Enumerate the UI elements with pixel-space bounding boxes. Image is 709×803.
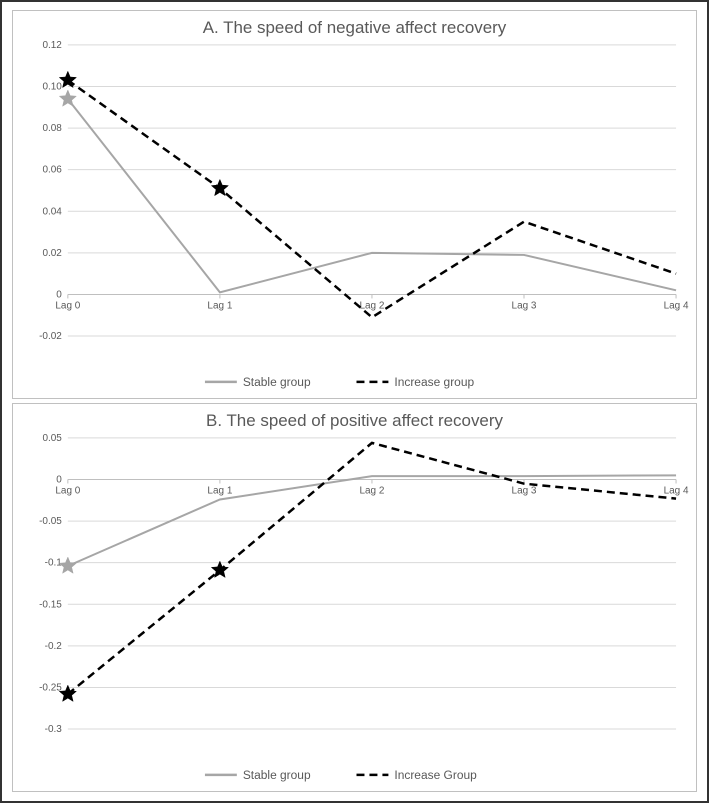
y-tick-label: 0.08 (42, 123, 62, 134)
chart-a-svg: A. The speed of negative affect recovery… (13, 11, 696, 398)
series-line (68, 80, 676, 317)
y-tick-label: 0 (56, 474, 62, 485)
y-tick-label: 0.04 (42, 206, 62, 217)
x-tick-label: Lag 3 (512, 485, 537, 496)
y-tick-label: 0.12 (42, 40, 62, 51)
legend-label: Stable group (243, 768, 311, 782)
star-marker (211, 179, 228, 195)
chart-b-svg: B. The speed of positive affect recovery… (13, 404, 696, 791)
y-tick-label: -0.2 (45, 641, 63, 652)
y-tick-label: 0.05 (42, 433, 62, 444)
x-tick-label: Lag 1 (207, 300, 232, 311)
x-tick-label: Lag 0 (55, 485, 80, 496)
y-tick-label: 0.06 (42, 165, 62, 176)
legend-label: Increase group (394, 375, 474, 389)
chart-title: A. The speed of negative affect recovery (203, 18, 507, 37)
y-tick-label: -0.3 (45, 724, 63, 735)
y-tick-label: -0.02 (39, 331, 62, 342)
chart-panel-a: A. The speed of negative affect recovery… (12, 10, 697, 399)
y-tick-label: 0.02 (42, 248, 62, 259)
chart-title: B. The speed of positive affect recovery (206, 411, 503, 430)
y-tick-label: 0.10 (42, 81, 62, 92)
x-tick-label: Lag 4 (664, 485, 689, 496)
x-tick-label: Lag 4 (664, 300, 689, 311)
star-marker (59, 90, 76, 106)
legend-label: Stable group (243, 375, 311, 389)
star-marker (59, 557, 76, 573)
x-tick-label: Lag 0 (55, 300, 80, 311)
figure-container: A. The speed of negative affect recovery… (0, 0, 709, 803)
y-tick-label: -0.15 (39, 599, 62, 610)
x-tick-label: Lag 1 (207, 485, 232, 496)
x-tick-label: Lag 2 (359, 485, 384, 496)
y-tick-label: -0.25 (39, 682, 62, 693)
legend-label: Increase Group (394, 768, 477, 782)
y-tick-label: 0 (56, 289, 62, 300)
x-tick-label: Lag 3 (512, 300, 537, 311)
chart-panel-b: B. The speed of positive affect recovery… (12, 403, 697, 792)
x-tick-label: Lag 2 (359, 300, 384, 311)
y-tick-label: -0.05 (39, 516, 62, 527)
